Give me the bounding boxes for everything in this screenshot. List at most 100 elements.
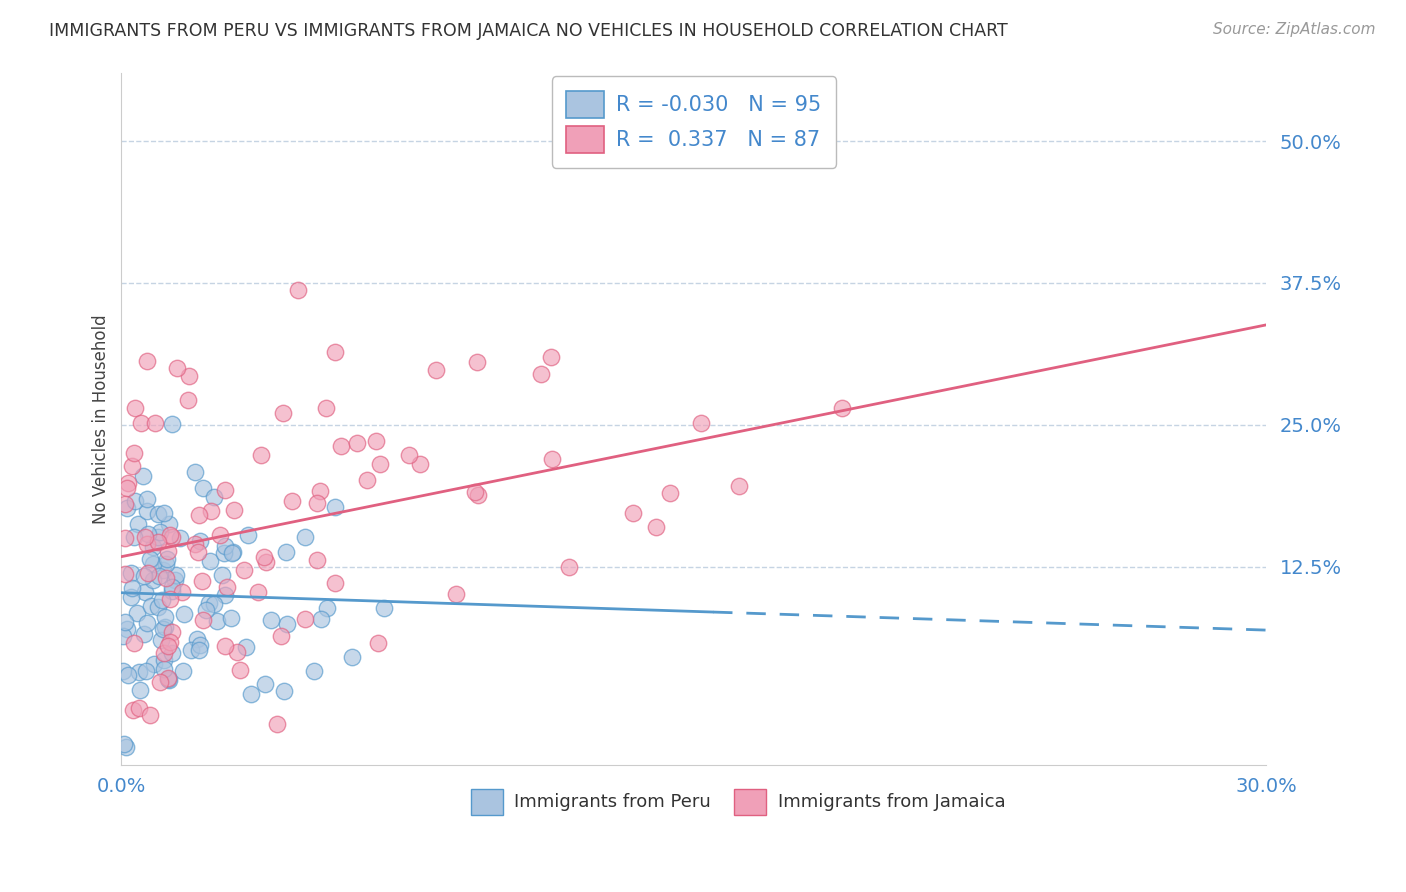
Point bbox=[232, 564, 254, 578]
Point bbox=[197, 596, 219, 610]
Point bbox=[160, 580, 183, 594]
Point bbox=[148, 599, 170, 614]
Point bbox=[398, 448, 420, 462]
Point bbox=[115, 500, 138, 515]
Point bbox=[122, 636, 145, 650]
Point bbox=[172, 585, 194, 599]
Point bbox=[142, 541, 165, 555]
Point bbox=[128, 665, 150, 679]
Point bbox=[373, 600, 395, 615]
Point bbox=[152, 622, 174, 636]
Point bbox=[330, 439, 353, 453]
Point bbox=[222, 545, 245, 559]
Point bbox=[222, 502, 245, 516]
Point bbox=[139, 552, 162, 566]
Point bbox=[141, 599, 163, 613]
Point bbox=[122, 530, 145, 544]
Point bbox=[156, 551, 179, 566]
Point bbox=[157, 544, 180, 558]
Point bbox=[294, 530, 316, 544]
Point bbox=[205, 614, 228, 628]
Point bbox=[112, 737, 135, 751]
Point bbox=[465, 355, 488, 369]
Point bbox=[226, 645, 249, 659]
Point bbox=[142, 558, 165, 572]
Point bbox=[273, 683, 295, 698]
Point bbox=[831, 401, 853, 415]
Point bbox=[149, 525, 172, 540]
Point bbox=[215, 580, 238, 594]
Point bbox=[276, 545, 298, 559]
Point bbox=[464, 485, 486, 500]
Point bbox=[541, 451, 564, 466]
Point bbox=[253, 677, 276, 691]
Point bbox=[658, 485, 681, 500]
Point bbox=[117, 668, 139, 682]
Point bbox=[409, 458, 432, 472]
Point bbox=[236, 528, 259, 542]
Point bbox=[444, 587, 467, 601]
Point bbox=[180, 642, 202, 657]
Point bbox=[307, 552, 329, 566]
Point bbox=[162, 646, 184, 660]
Point bbox=[127, 606, 149, 620]
Point bbox=[136, 503, 159, 517]
Point bbox=[138, 707, 160, 722]
Point bbox=[135, 664, 157, 678]
Point bbox=[340, 650, 363, 665]
Point bbox=[156, 639, 179, 653]
Point bbox=[294, 612, 316, 626]
Point bbox=[467, 488, 489, 502]
Point bbox=[124, 494, 146, 508]
Point bbox=[124, 446, 146, 460]
Point bbox=[155, 610, 177, 624]
Point bbox=[202, 597, 225, 611]
Point bbox=[127, 517, 149, 532]
Point bbox=[221, 546, 243, 560]
Point bbox=[287, 283, 309, 297]
Point bbox=[114, 566, 136, 581]
Point bbox=[188, 508, 211, 522]
Point bbox=[120, 590, 142, 604]
FancyBboxPatch shape bbox=[734, 789, 766, 815]
Point bbox=[540, 350, 562, 364]
Point bbox=[188, 638, 211, 652]
Point bbox=[153, 662, 176, 676]
Point bbox=[172, 664, 194, 678]
Point bbox=[214, 539, 236, 553]
Point bbox=[184, 465, 207, 479]
Point bbox=[209, 527, 232, 541]
Point bbox=[356, 473, 378, 487]
Point bbox=[214, 639, 236, 653]
Point bbox=[142, 573, 165, 587]
Text: IMMIGRANTS FROM PERU VS IMMIGRANTS FROM JAMAICA NO VEHICLES IN HOUSEHOLD CORRELA: IMMIGRANTS FROM PERU VS IMMIGRANTS FROM … bbox=[49, 22, 1008, 40]
Point bbox=[120, 566, 142, 580]
Point bbox=[190, 574, 212, 588]
Point bbox=[132, 569, 155, 583]
Point bbox=[148, 568, 170, 582]
Point bbox=[557, 560, 579, 574]
Point bbox=[271, 406, 294, 420]
Point bbox=[187, 642, 209, 657]
Point bbox=[254, 555, 277, 569]
Point bbox=[368, 457, 391, 471]
Point bbox=[115, 739, 138, 754]
Text: Source: ZipAtlas.com: Source: ZipAtlas.com bbox=[1212, 22, 1375, 37]
Point bbox=[728, 479, 751, 493]
Point bbox=[114, 497, 136, 511]
Point bbox=[198, 554, 221, 568]
Point bbox=[315, 401, 337, 415]
Point bbox=[152, 646, 174, 660]
Point bbox=[117, 476, 139, 491]
Point bbox=[645, 519, 668, 533]
Point bbox=[162, 583, 184, 598]
Point bbox=[176, 392, 198, 407]
Point bbox=[124, 401, 146, 415]
Point bbox=[200, 504, 222, 518]
Point bbox=[157, 672, 180, 686]
Point bbox=[530, 367, 553, 381]
Point bbox=[367, 636, 389, 650]
Point bbox=[246, 585, 269, 599]
Point bbox=[229, 663, 252, 677]
Point bbox=[270, 629, 292, 643]
